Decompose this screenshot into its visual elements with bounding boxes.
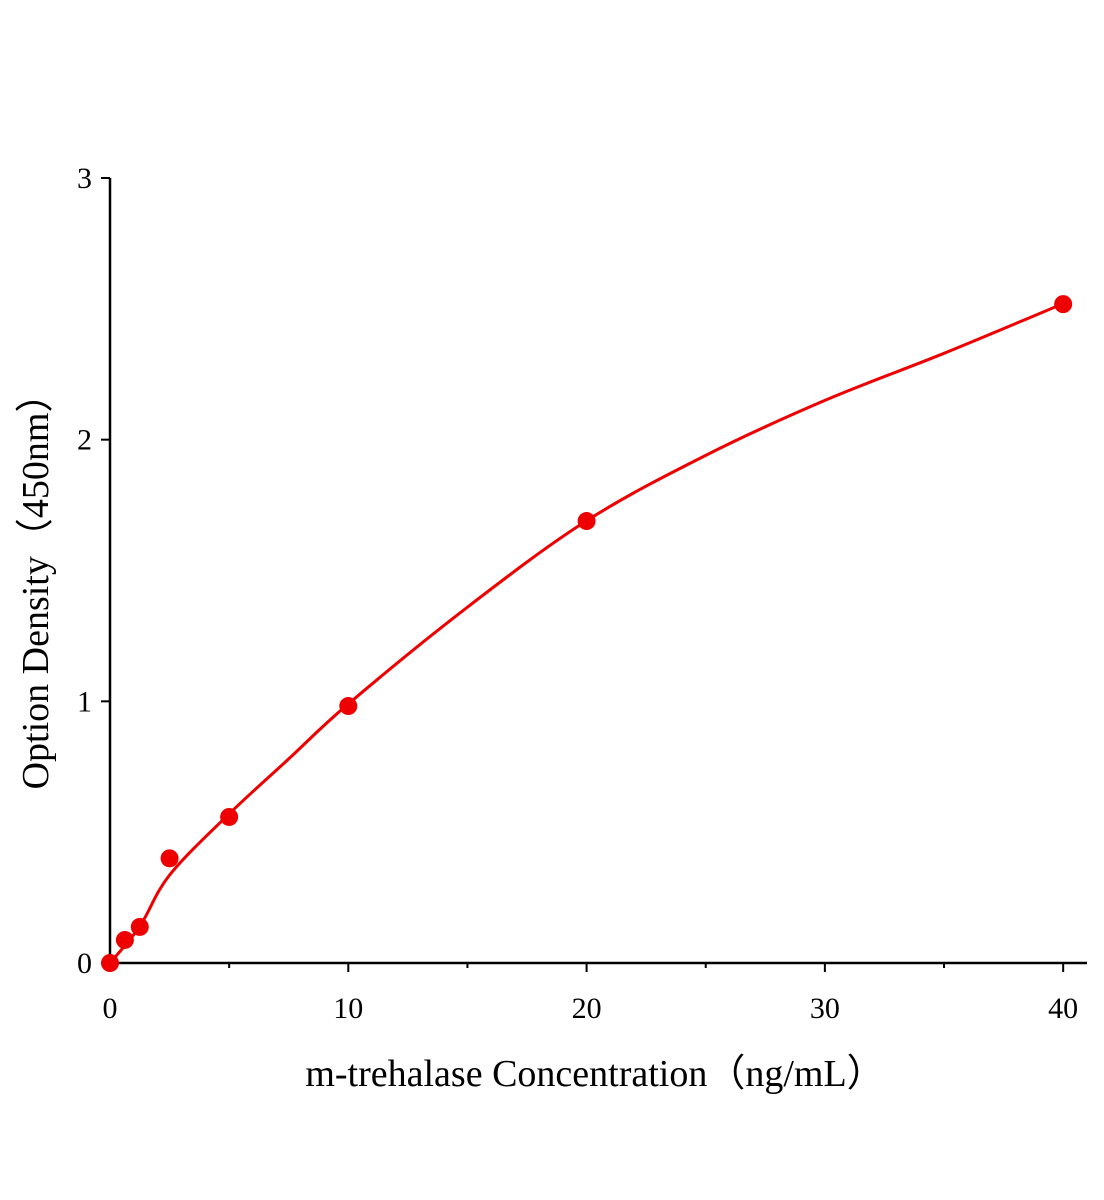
y-tick-label: 2 xyxy=(77,424,92,457)
data-point xyxy=(115,930,134,949)
y-tick-label: 3 xyxy=(77,162,92,195)
data-point xyxy=(130,917,149,936)
data-point xyxy=(339,697,358,716)
x-tick-label: 0 xyxy=(103,992,118,1025)
y-tick-label: 1 xyxy=(77,685,92,718)
x-tick-label: 10 xyxy=(333,992,363,1025)
data-point xyxy=(1054,295,1073,314)
x-tick-label: 30 xyxy=(810,992,840,1025)
data-point xyxy=(160,849,179,868)
x-axis-label: m-trehalase Concentration（ng/mL） xyxy=(305,1053,884,1095)
x-tick-label: 20 xyxy=(572,992,602,1025)
fit-curve xyxy=(108,302,1064,964)
y-tick-label: 0 xyxy=(77,947,92,980)
data-point xyxy=(577,512,596,531)
data-point xyxy=(220,807,239,826)
data-point xyxy=(101,954,119,972)
x-tick-label: 40 xyxy=(1048,992,1078,1025)
y-axis-label: Option Density（450nm） xyxy=(15,375,57,790)
